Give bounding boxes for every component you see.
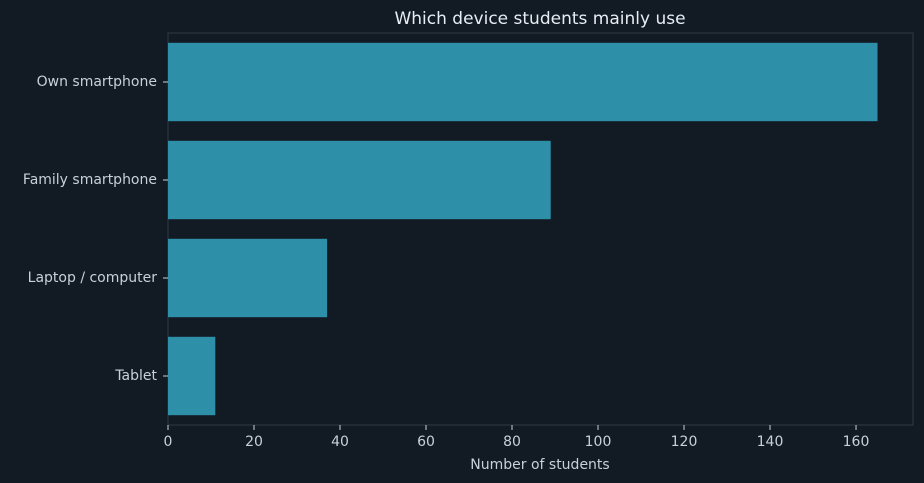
y-tick-label: Tablet	[114, 368, 157, 384]
x-tick-label: 80	[503, 434, 521, 450]
x-tick-label: 120	[671, 434, 698, 450]
bar	[168, 336, 216, 416]
y-tick-label: Laptop / computer	[28, 270, 158, 286]
y-tick-label: Family smartphone	[23, 172, 157, 188]
x-tick-label: 100	[585, 434, 612, 450]
y-tick-label: Own smartphone	[37, 74, 157, 90]
x-tick-label: 160	[843, 434, 870, 450]
x-tick-label: 0	[164, 434, 173, 450]
chart-title: Which device students mainly use	[394, 9, 685, 29]
x-tick-label: 60	[417, 434, 435, 450]
bar	[168, 42, 878, 122]
x-tick-label: 140	[757, 434, 784, 450]
bar	[168, 140, 551, 220]
plot-frame	[167, 32, 914, 426]
bar	[168, 238, 328, 318]
x-tick-label: 40	[331, 434, 349, 450]
x-axis-label: Number of students	[470, 457, 609, 473]
x-tick-label: 20	[245, 434, 263, 450]
